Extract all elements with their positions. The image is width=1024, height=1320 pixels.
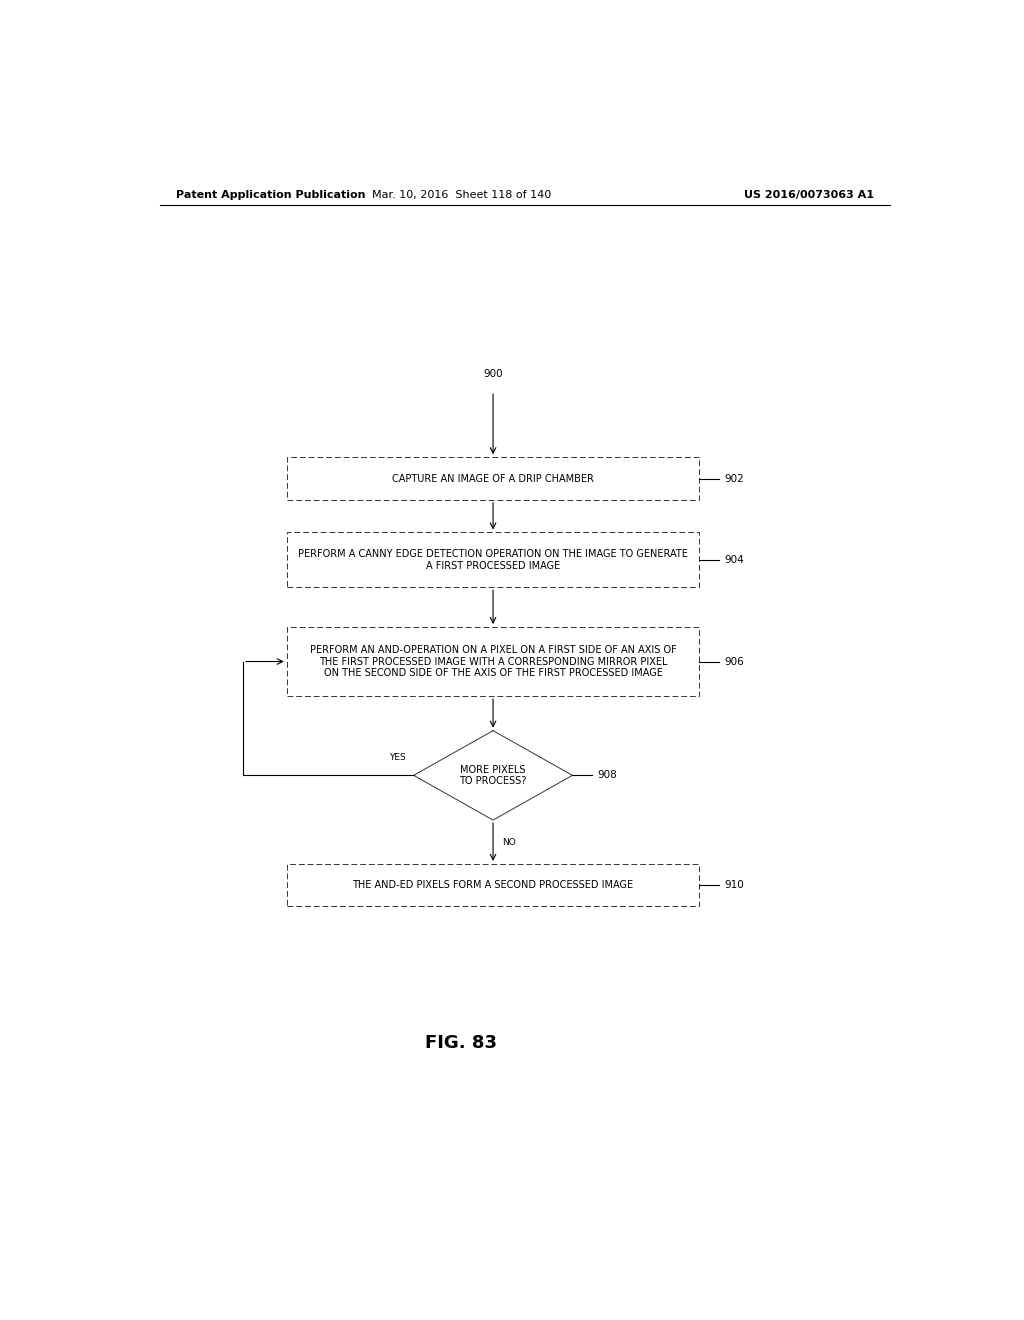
Text: 904: 904 xyxy=(724,554,743,565)
Bar xyxy=(287,627,699,696)
Bar xyxy=(287,863,699,907)
Text: 902: 902 xyxy=(724,474,743,483)
Text: NO: NO xyxy=(503,838,516,847)
Text: FIG. 83: FIG. 83 xyxy=(425,1034,498,1052)
Text: Mar. 10, 2016  Sheet 118 of 140: Mar. 10, 2016 Sheet 118 of 140 xyxy=(372,190,551,201)
Text: 910: 910 xyxy=(724,880,743,890)
Text: MORE PIXELS
TO PROCESS?: MORE PIXELS TO PROCESS? xyxy=(460,764,526,787)
Text: 906: 906 xyxy=(724,656,743,667)
Text: THE AND-ED PIXELS FORM A SECOND PROCESSED IMAGE: THE AND-ED PIXELS FORM A SECOND PROCESSE… xyxy=(352,880,634,890)
Text: 900: 900 xyxy=(483,370,503,379)
Bar xyxy=(287,457,699,500)
Text: PERFORM A CANNY EDGE DETECTION OPERATION ON THE IMAGE TO GENERATE
A FIRST PROCES: PERFORM A CANNY EDGE DETECTION OPERATION… xyxy=(298,549,688,570)
Text: CAPTURE AN IMAGE OF A DRIP CHAMBER: CAPTURE AN IMAGE OF A DRIP CHAMBER xyxy=(392,474,594,483)
Text: Patent Application Publication: Patent Application Publication xyxy=(176,190,366,201)
Text: PERFORM AN AND-OPERATION ON A PIXEL ON A FIRST SIDE OF AN AXIS OF
THE FIRST PROC: PERFORM AN AND-OPERATION ON A PIXEL ON A… xyxy=(309,645,677,678)
Text: 908: 908 xyxy=(597,771,616,780)
Text: YES: YES xyxy=(389,752,406,762)
Bar xyxy=(287,532,699,587)
Text: US 2016/0073063 A1: US 2016/0073063 A1 xyxy=(744,190,873,201)
